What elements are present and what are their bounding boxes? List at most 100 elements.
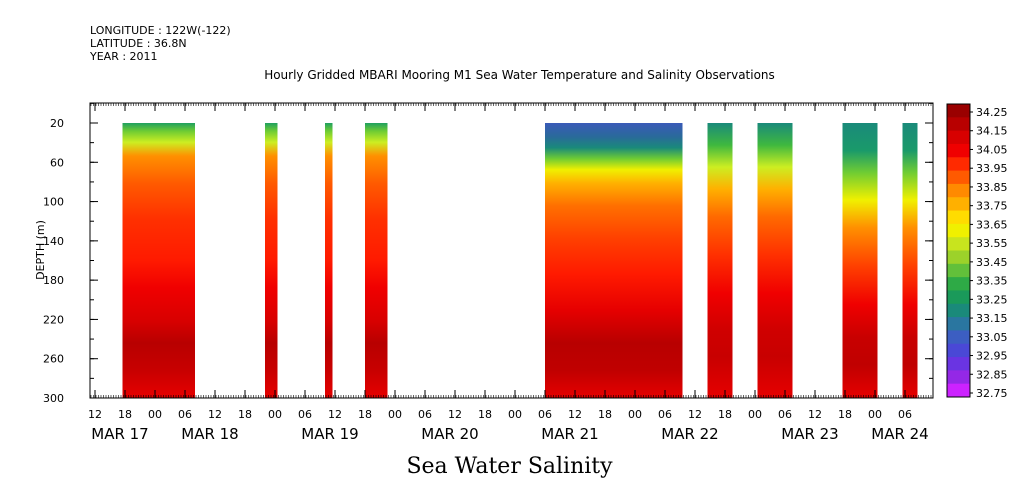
longitude-label: LONGITUDE : 122W(-122) (90, 24, 231, 37)
chart-title: Hourly Gridded MBARI Mooring M1 Sea Wate… (264, 68, 775, 82)
colorbar-swatch (947, 317, 970, 331)
colorbar-label: 34.25 (976, 106, 1008, 119)
x-tick-label: 06 (178, 408, 192, 421)
x-tick-label: 18 (478, 408, 492, 421)
colorbar-frame (946, 103, 971, 398)
y-tick-label: 20 (50, 117, 64, 130)
data-segment-1 (265, 123, 278, 398)
colorbar-swatch (947, 250, 970, 265)
colorbar-label: 33.25 (976, 293, 1008, 306)
colorbar-swatch (947, 104, 970, 118)
x-tick-label: 12 (448, 408, 462, 421)
y-tick-label: 300 (43, 392, 64, 405)
x-tick-label: 12 (328, 408, 342, 421)
x-tick-label: 06 (418, 408, 432, 421)
x-tick-label: 06 (778, 408, 792, 421)
colorbar-swatch (947, 330, 970, 345)
y-axis-title: DEPTH (m) (34, 220, 47, 280)
colorbar-label: 32.85 (976, 368, 1008, 381)
data-segment-7 (842, 123, 878, 398)
x-date-label: MAR 18 (181, 425, 238, 443)
colorbar-swatch (947, 210, 970, 225)
x-tick-label: 06 (538, 408, 552, 421)
x-date-label: MAR 24 (871, 425, 928, 443)
x-date-label: MAR 20 (421, 425, 478, 443)
x-date-label: MAR 23 (781, 425, 838, 443)
x-tick-label: 00 (868, 408, 882, 421)
data-segment-8 (902, 123, 918, 398)
y-tick-label: 180 (43, 274, 64, 287)
x-tick-label: 12 (88, 408, 102, 421)
x-tick-label: 00 (268, 408, 282, 421)
x-tick-label: 18 (718, 408, 732, 421)
data-segment-3 (365, 123, 388, 398)
colorbar-swatch (947, 343, 970, 358)
colorbar-swatch (947, 237, 970, 251)
data-segment-0 (122, 123, 195, 398)
colorbar-swatch (947, 117, 970, 132)
y-tick-label: 100 (43, 196, 64, 209)
y-tick-label: 220 (43, 313, 64, 326)
x-tick-label: 18 (238, 408, 252, 421)
x-date-label: MAR 22 (661, 425, 718, 443)
colorbar-label: 34.15 (976, 125, 1008, 138)
year-label: YEAR : 2011 (90, 50, 158, 63)
data-segment-6 (757, 123, 793, 398)
y-tick-label: 140 (43, 235, 64, 248)
header-metadata: LONGITUDE : 122W(-122) LATITUDE : 36.8N … (90, 24, 231, 63)
x-tick-label: 18 (358, 408, 372, 421)
colorbar-label: 33.95 (976, 162, 1008, 175)
data-segment-2 (325, 123, 333, 398)
colorbar-label: 33.15 (976, 312, 1008, 325)
colorbar-label: 33.05 (976, 331, 1008, 344)
x-tick-label: 12 (568, 408, 582, 421)
colorbar-swatch (947, 383, 970, 398)
x-tick-label: 00 (748, 408, 762, 421)
x-tick-label: 18 (598, 408, 612, 421)
x-tick-label: 18 (118, 408, 132, 421)
x-date-label: MAR 19 (301, 425, 358, 443)
colorbar-label: 33.65 (976, 218, 1008, 231)
plot-frame (89, 102, 934, 399)
colorbar-swatch (947, 290, 970, 305)
colorbar-swatch (947, 370, 970, 385)
colorbar-swatch (947, 170, 970, 185)
y-tick-label: 260 (43, 353, 64, 366)
x-tick-label: 00 (388, 408, 402, 421)
colorbar-swatch (947, 130, 970, 145)
x-tick-label: 06 (898, 408, 912, 421)
colorbar-label: 34.05 (976, 143, 1008, 156)
colorbar-label: 33.85 (976, 181, 1008, 194)
colorbar-swatch (947, 183, 970, 198)
x-date-label: MAR 17 (91, 425, 148, 443)
data-segment-5 (707, 123, 733, 398)
data-segment-4 (545, 123, 683, 398)
x-tick-label: 06 (658, 408, 672, 421)
x-tick-label: 18 (838, 408, 852, 421)
colorbar-swatch (947, 263, 970, 278)
colorbar-swatch (947, 303, 970, 318)
x-axis-title: Sea Water Salinity (406, 454, 613, 479)
colorbar-swatch (947, 143, 970, 158)
colorbar-label: 33.55 (976, 237, 1008, 250)
colorbar-swatch (947, 197, 970, 212)
colorbar-swatch (947, 223, 970, 238)
latitude-label: LATITUDE : 36.8N (90, 37, 187, 50)
x-tick-label: 00 (628, 408, 642, 421)
x-tick-label: 00 (148, 408, 162, 421)
colorbar-swatch (947, 277, 970, 291)
x-date-label: MAR 21 (541, 425, 598, 443)
colorbar-swatch (947, 157, 970, 172)
x-tick-label: 12 (208, 408, 222, 421)
x-tick-label: 12 (808, 408, 822, 421)
colorbar-swatch (947, 357, 970, 371)
y-tick-label: 60 (50, 156, 64, 169)
colorbar-label: 33.45 (976, 256, 1008, 269)
colorbar-label: 33.75 (976, 200, 1008, 213)
colorbar-label: 32.75 (976, 387, 1008, 400)
x-tick-label: 12 (688, 408, 702, 421)
x-tick-label: 00 (508, 408, 522, 421)
colorbar-label: 33.35 (976, 275, 1008, 288)
colorbar-label: 32.95 (976, 350, 1008, 363)
